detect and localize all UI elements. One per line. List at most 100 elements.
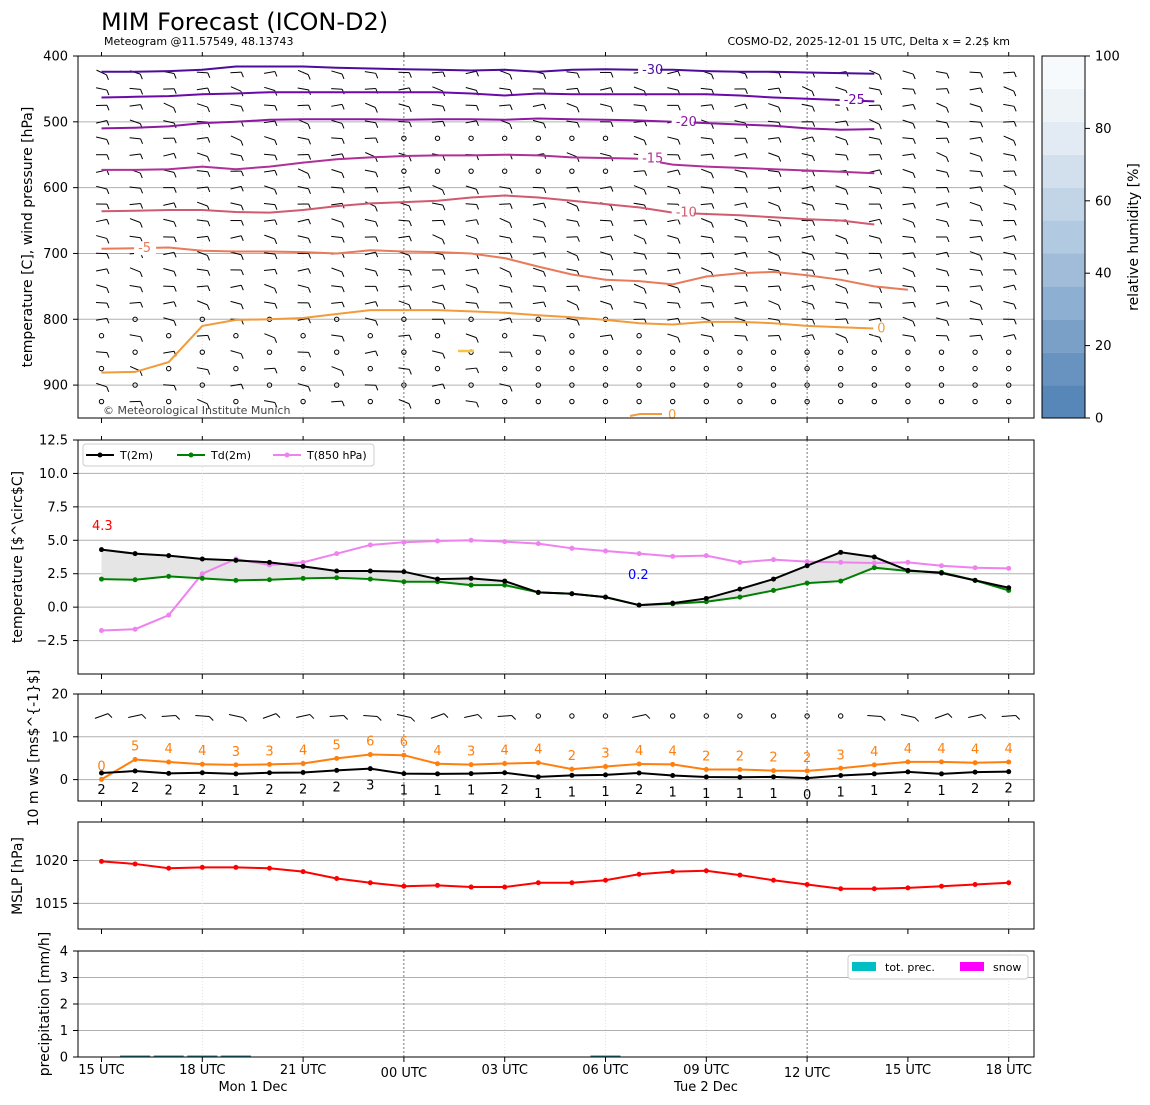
wind-barb: [902, 168, 914, 174]
wind-barb: [969, 251, 981, 256]
series-point: [569, 766, 575, 772]
y-tick-label: 0: [60, 1051, 68, 1066]
series-point: [468, 582, 474, 588]
wind-barb: [1003, 334, 1015, 338]
series-point: [401, 752, 407, 758]
wind-barb: [230, 202, 242, 206]
wind-barb-flag: [375, 137, 379, 144]
series-point: [871, 560, 877, 566]
wind-barb: [936, 251, 947, 256]
wind-barb-flag: [374, 107, 378, 113]
colorbar-band: [1042, 385, 1085, 418]
wind-barb-flag: [845, 238, 849, 245]
wind-barb-flag: [106, 318, 110, 324]
wind-barb-flag: [509, 253, 513, 259]
wind-barb-flag: [140, 89, 144, 95]
series-point: [334, 767, 340, 773]
wind-barb-flag: [173, 286, 177, 292]
calm-wind-marker: [334, 316, 340, 322]
wind-barb-flag: [106, 268, 110, 275]
series-point: [905, 885, 911, 891]
wind-barb: [900, 714, 915, 718]
series-point: [166, 612, 172, 618]
calm-wind-marker: [535, 316, 541, 322]
wind-barb: [163, 317, 175, 322]
calm-wind-marker: [266, 382, 273, 388]
y-tick-label: 400: [43, 50, 68, 65]
wind-barb: [700, 302, 712, 304]
wind-barb-flag: [376, 716, 382, 721]
series-point: [737, 767, 743, 773]
calm-wind-marker: [804, 365, 810, 372]
x-tick-label: 15 UTC: [78, 1063, 124, 1078]
wind-barb-flag: [375, 385, 379, 391]
x-tick-label: 18 UTC: [179, 1063, 225, 1078]
wind-barb: [465, 268, 477, 272]
calm-wind-marker: [569, 168, 575, 174]
gust-value-label: 4: [971, 743, 979, 758]
x-tick-label: 18 UTC: [985, 1063, 1031, 1078]
wind-barb: [566, 71, 578, 74]
wind-barb-flag: [476, 367, 480, 374]
wind-barb-flag: [576, 221, 580, 227]
wind-barb-flag: [744, 138, 748, 144]
wind-barb: [364, 120, 376, 124]
calm-wind-marker: [838, 713, 844, 719]
isotherm-label-bg: [839, 93, 862, 108]
wind-barb-flag: [879, 287, 883, 293]
wind-barb-flag: [744, 103, 748, 110]
wind-barb-flag: [509, 317, 513, 324]
wind-barb-flag: [980, 220, 984, 227]
wind-panel: 0 5 4 4 3 3 4 5 6 6 4 3 4 4 2 3 4 4 2 2 2 2 3 4 4 4 4 4 2 2 2 2 1 2 2 2 3 1 1 1…: [26, 670, 1035, 826]
temperature-panel: 4.3 0.2 −2.5 0.0 2.5 5.0 7.5 10.0 12.5 temperat…: [10, 434, 1035, 679]
legend-label: snow: [993, 961, 1021, 974]
wind-barb-flag: [677, 219, 681, 225]
isotherm-label: -10: [676, 206, 697, 221]
wind-barb-flag: [576, 255, 580, 261]
wind-barb-flag: [240, 269, 244, 276]
wind-barb: [129, 104, 141, 107]
wind-barb-flag: [274, 253, 278, 260]
wind-barb-flag: [912, 153, 916, 160]
wind-barb: [331, 366, 342, 372]
wind-barb: [701, 316, 712, 322]
wind-barb: [163, 120, 175, 124]
wind-barb-flag: [879, 219, 883, 225]
wind-barb: [96, 136, 107, 140]
wind-barb: [432, 284, 443, 289]
wind-barb-flag: [140, 203, 144, 209]
wind-barb-flag: [879, 302, 883, 309]
wind-barb: [331, 301, 343, 304]
wind-barb-flag: [1013, 121, 1017, 127]
wind-barb-flag: [778, 285, 782, 292]
wind-barb-flag: [476, 268, 480, 275]
wind-barb: [633, 202, 645, 206]
wind-barb-flag: [845, 120, 849, 127]
gust-value-label: 4: [1005, 742, 1013, 757]
wind-barb-flag: [207, 221, 211, 227]
calm-wind-marker: [367, 398, 373, 405]
wind-barb-flag: [308, 317, 311, 324]
wind-barb-flag: [711, 203, 715, 209]
wind-barb-flag: [274, 204, 278, 210]
wind-barb: [667, 333, 679, 338]
wind-barb-flag: [509, 89, 513, 95]
wind-barb: [969, 120, 981, 123]
wind-barb-flag: [442, 239, 445, 245]
series-point: [804, 559, 810, 565]
wind-barb: [902, 70, 914, 75]
wind-barb: [96, 120, 107, 124]
wind-barb-flag: [476, 303, 480, 309]
wind-barb: [768, 250, 779, 256]
wind-barb-flag: [878, 123, 882, 130]
wind-barb-flag: [980, 72, 984, 78]
wind-barb-flag: [274, 120, 278, 127]
wind-barb-flag: [207, 270, 211, 276]
wind-barb-flag: [677, 169, 681, 176]
series-point: [435, 761, 440, 767]
wind-barb-flag: [274, 189, 278, 195]
wind-barb: [196, 137, 208, 140]
precipitation-panel: 0 1 2 3 4 precipitation [mm/h] tot. prec. sno…: [37, 932, 1035, 1095]
wind-barb: [801, 185, 813, 190]
series-point: [871, 565, 877, 571]
